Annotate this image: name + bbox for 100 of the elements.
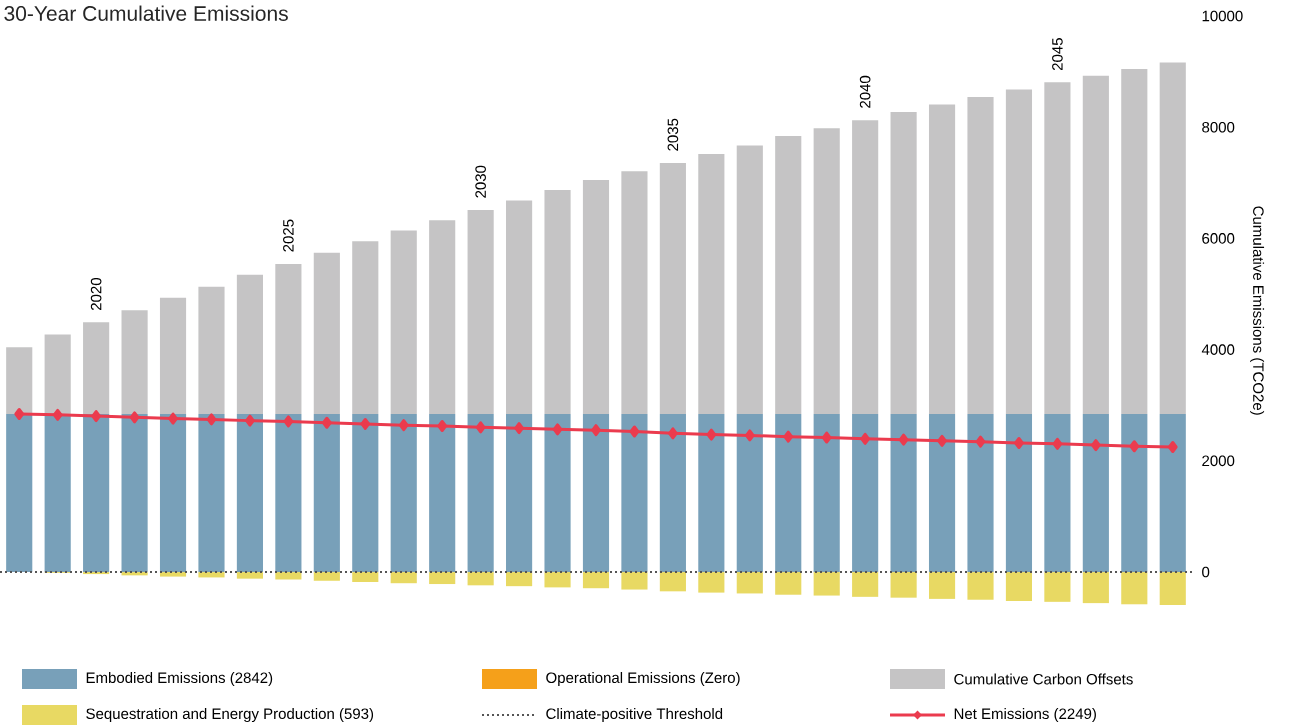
bar (582, 572, 610, 589)
legend-label: Climate-positive Threshold (546, 708, 723, 722)
bar (928, 572, 956, 599)
point (783, 430, 794, 443)
bar (1121, 572, 1148, 605)
point (821, 431, 832, 444)
bar (352, 241, 379, 415)
bar (621, 171, 648, 415)
bar (582, 179, 610, 415)
bar (698, 572, 725, 593)
point (744, 429, 755, 442)
bar (890, 112, 917, 415)
bar (582, 414, 610, 573)
bar (621, 414, 648, 573)
point (245, 414, 255, 427)
point (1014, 436, 1024, 449)
bar (198, 286, 225, 415)
bar (967, 572, 994, 600)
point (706, 428, 717, 441)
bar (659, 414, 686, 573)
bar (813, 414, 840, 573)
bar (313, 414, 340, 573)
y-tick-label: 2000 (1202, 455, 1235, 467)
bar (429, 220, 456, 415)
bar (313, 572, 340, 581)
point (1167, 440, 1178, 453)
bar (659, 572, 686, 592)
bar (1082, 75, 1109, 415)
point (1090, 439, 1101, 452)
bar (967, 97, 994, 415)
point (14, 408, 25, 421)
bar (198, 414, 225, 573)
bar (1044, 82, 1071, 415)
bar (1159, 62, 1186, 415)
bar (467, 209, 494, 415)
point (129, 411, 140, 424)
y-tick-label: 8000 (1202, 121, 1235, 133)
y-tick-label: 0 (1202, 566, 1210, 578)
bar (390, 572, 417, 584)
bar (44, 334, 71, 415)
point (91, 410, 101, 423)
bar (813, 128, 840, 415)
bar (928, 104, 956, 415)
bar (352, 414, 379, 573)
legend-label: Operational Emissions (Zero) (546, 672, 740, 686)
bar (1044, 572, 1071, 602)
bar (236, 572, 264, 579)
bar (352, 572, 379, 582)
chart-title: 30-Year Cumulative Emissions (4, 5, 288, 21)
point (860, 432, 871, 445)
bar (890, 572, 917, 598)
bar (813, 572, 840, 596)
point (1052, 437, 1063, 450)
bar (1159, 414, 1186, 573)
bar (6, 414, 33, 573)
point (514, 422, 524, 435)
point (52, 408, 63, 421)
bar (429, 572, 456, 585)
x-tick-label: 2025 (283, 219, 294, 252)
bar (1005, 572, 1033, 602)
point (168, 412, 178, 425)
bar (275, 263, 302, 415)
bar (621, 572, 648, 590)
bar (1044, 414, 1071, 573)
legend-label: Embodied Emissions (2842) (86, 672, 273, 686)
bar (121, 414, 148, 573)
bar (1005, 89, 1033, 415)
x-tick-label: 2045 (1052, 38, 1063, 71)
bar (1121, 68, 1148, 415)
x-tick-label: 2040 (859, 75, 871, 108)
bar (1005, 414, 1033, 573)
bar (736, 145, 763, 415)
point (283, 415, 294, 428)
point (629, 425, 640, 438)
bar (736, 414, 763, 573)
bar (121, 310, 148, 415)
bar (1121, 414, 1148, 573)
y-tick-label: 6000 (1202, 233, 1235, 244)
bar (313, 252, 340, 415)
bar (775, 572, 802, 595)
point (591, 424, 601, 437)
x-tick-label: 2020 (90, 277, 102, 310)
point (437, 420, 448, 433)
bar (967, 414, 994, 573)
bar (736, 572, 763, 594)
bar (390, 414, 417, 573)
bar (6, 347, 33, 415)
bar (390, 230, 417, 415)
legend-label: Sequestration and Energy Production (593) (86, 708, 374, 722)
bar (236, 414, 264, 573)
bar (544, 572, 571, 588)
legend-label: Cumulative Carbon Offsets (954, 673, 1133, 685)
bar (236, 274, 264, 415)
bar (506, 572, 533, 587)
point (552, 423, 563, 436)
bar (467, 414, 494, 573)
point (321, 416, 332, 429)
x-tick-label: 2030 (475, 165, 486, 198)
bar (429, 414, 456, 573)
bar (852, 120, 879, 415)
